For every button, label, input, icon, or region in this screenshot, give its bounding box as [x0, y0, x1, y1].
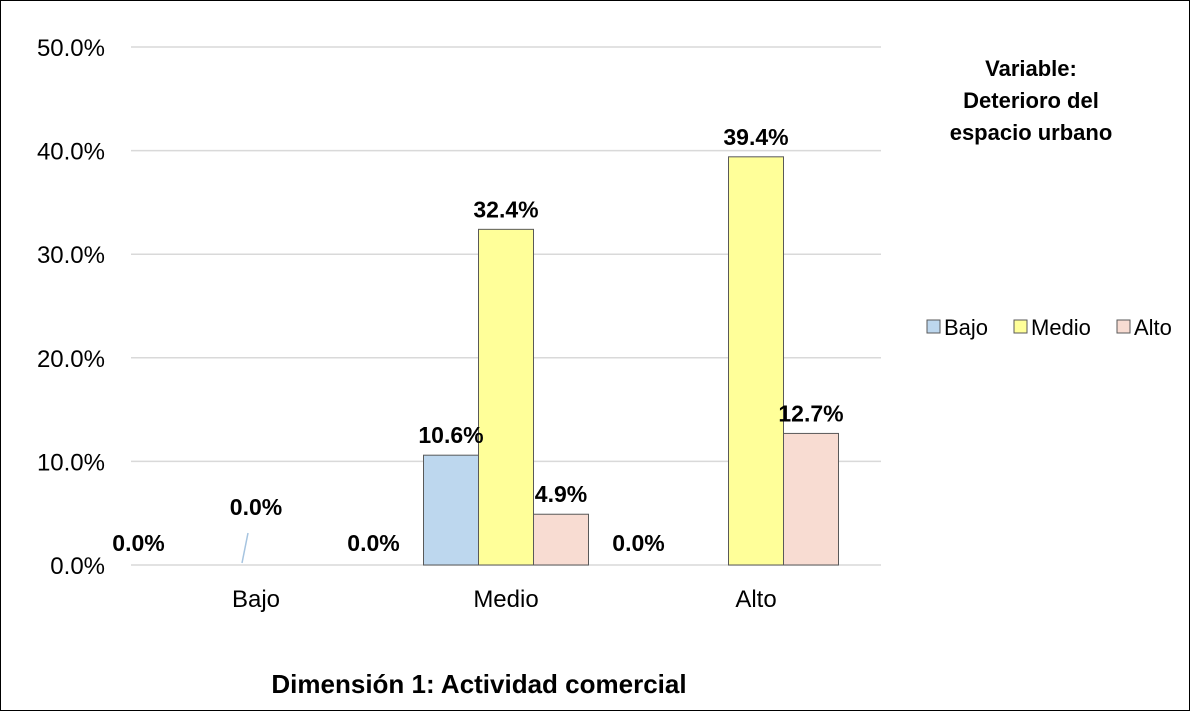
data-label: 0.0%	[112, 530, 164, 556]
y-tick-label: 10.0%	[37, 449, 105, 476]
bar-medio-medio	[478, 228, 534, 566]
data-label: 0.0%	[347, 530, 399, 556]
data-label: 10.6%	[418, 422, 483, 448]
data-label: 39.4%	[723, 124, 788, 150]
y-tick-label: 50.0%	[37, 35, 105, 62]
bar-medio-alto	[728, 156, 784, 566]
data-label: 0.0%	[612, 530, 664, 556]
data-label: 32.4%	[473, 196, 538, 222]
legend-label-alto: Alto	[1134, 315, 1172, 340]
bar-alto-alto	[783, 432, 839, 566]
data-label: 12.7%	[778, 400, 843, 426]
data-labels: 0.0% 0.0% 0.0% 10.6% 32.4% 4.9% 0.0% 39.4% 12.7%	[112, 124, 844, 564]
legend: Variable: Deterioro del espacio urbano B…	[926, 56, 1172, 340]
data-label: 4.9%	[535, 481, 587, 507]
bar-alto-medio	[533, 513, 589, 566]
y-axis-ticks: 0.0% 10.0% 20.0% 30.0% 40.0% 50.0%	[37, 35, 105, 580]
data-label: 0.0%	[230, 494, 282, 520]
x-axis-ticks: Bajo Medio Alto	[232, 586, 777, 613]
legend-swatch-alto	[1116, 319, 1131, 334]
x-tick-label: Alto	[735, 586, 776, 613]
bar-bajo-medio	[423, 454, 479, 566]
legend-label-medio: Medio	[1031, 315, 1091, 340]
bars	[423, 156, 839, 566]
x-tick-label: Bajo	[232, 586, 280, 613]
x-tick-label: Medio	[473, 586, 538, 613]
legend-swatch-medio	[1013, 319, 1028, 334]
legend-title-line-1: Variable:	[985, 56, 1077, 81]
y-tick-label: 30.0%	[37, 242, 105, 269]
y-tick-label: 0.0%	[50, 553, 105, 580]
legend-title-line-2: Deterioro del	[963, 88, 1099, 113]
legend-swatch-bajo	[926, 319, 941, 334]
x-axis-title: Dimensión 1: Actividad comercial	[271, 669, 686, 699]
legend-label-bajo: Bajo	[944, 315, 988, 340]
legend-title-line-3: espacio urbano	[950, 120, 1113, 145]
y-tick-label: 40.0%	[37, 139, 105, 166]
leader-line	[241, 532, 249, 564]
y-tick-label: 20.0%	[37, 346, 105, 373]
